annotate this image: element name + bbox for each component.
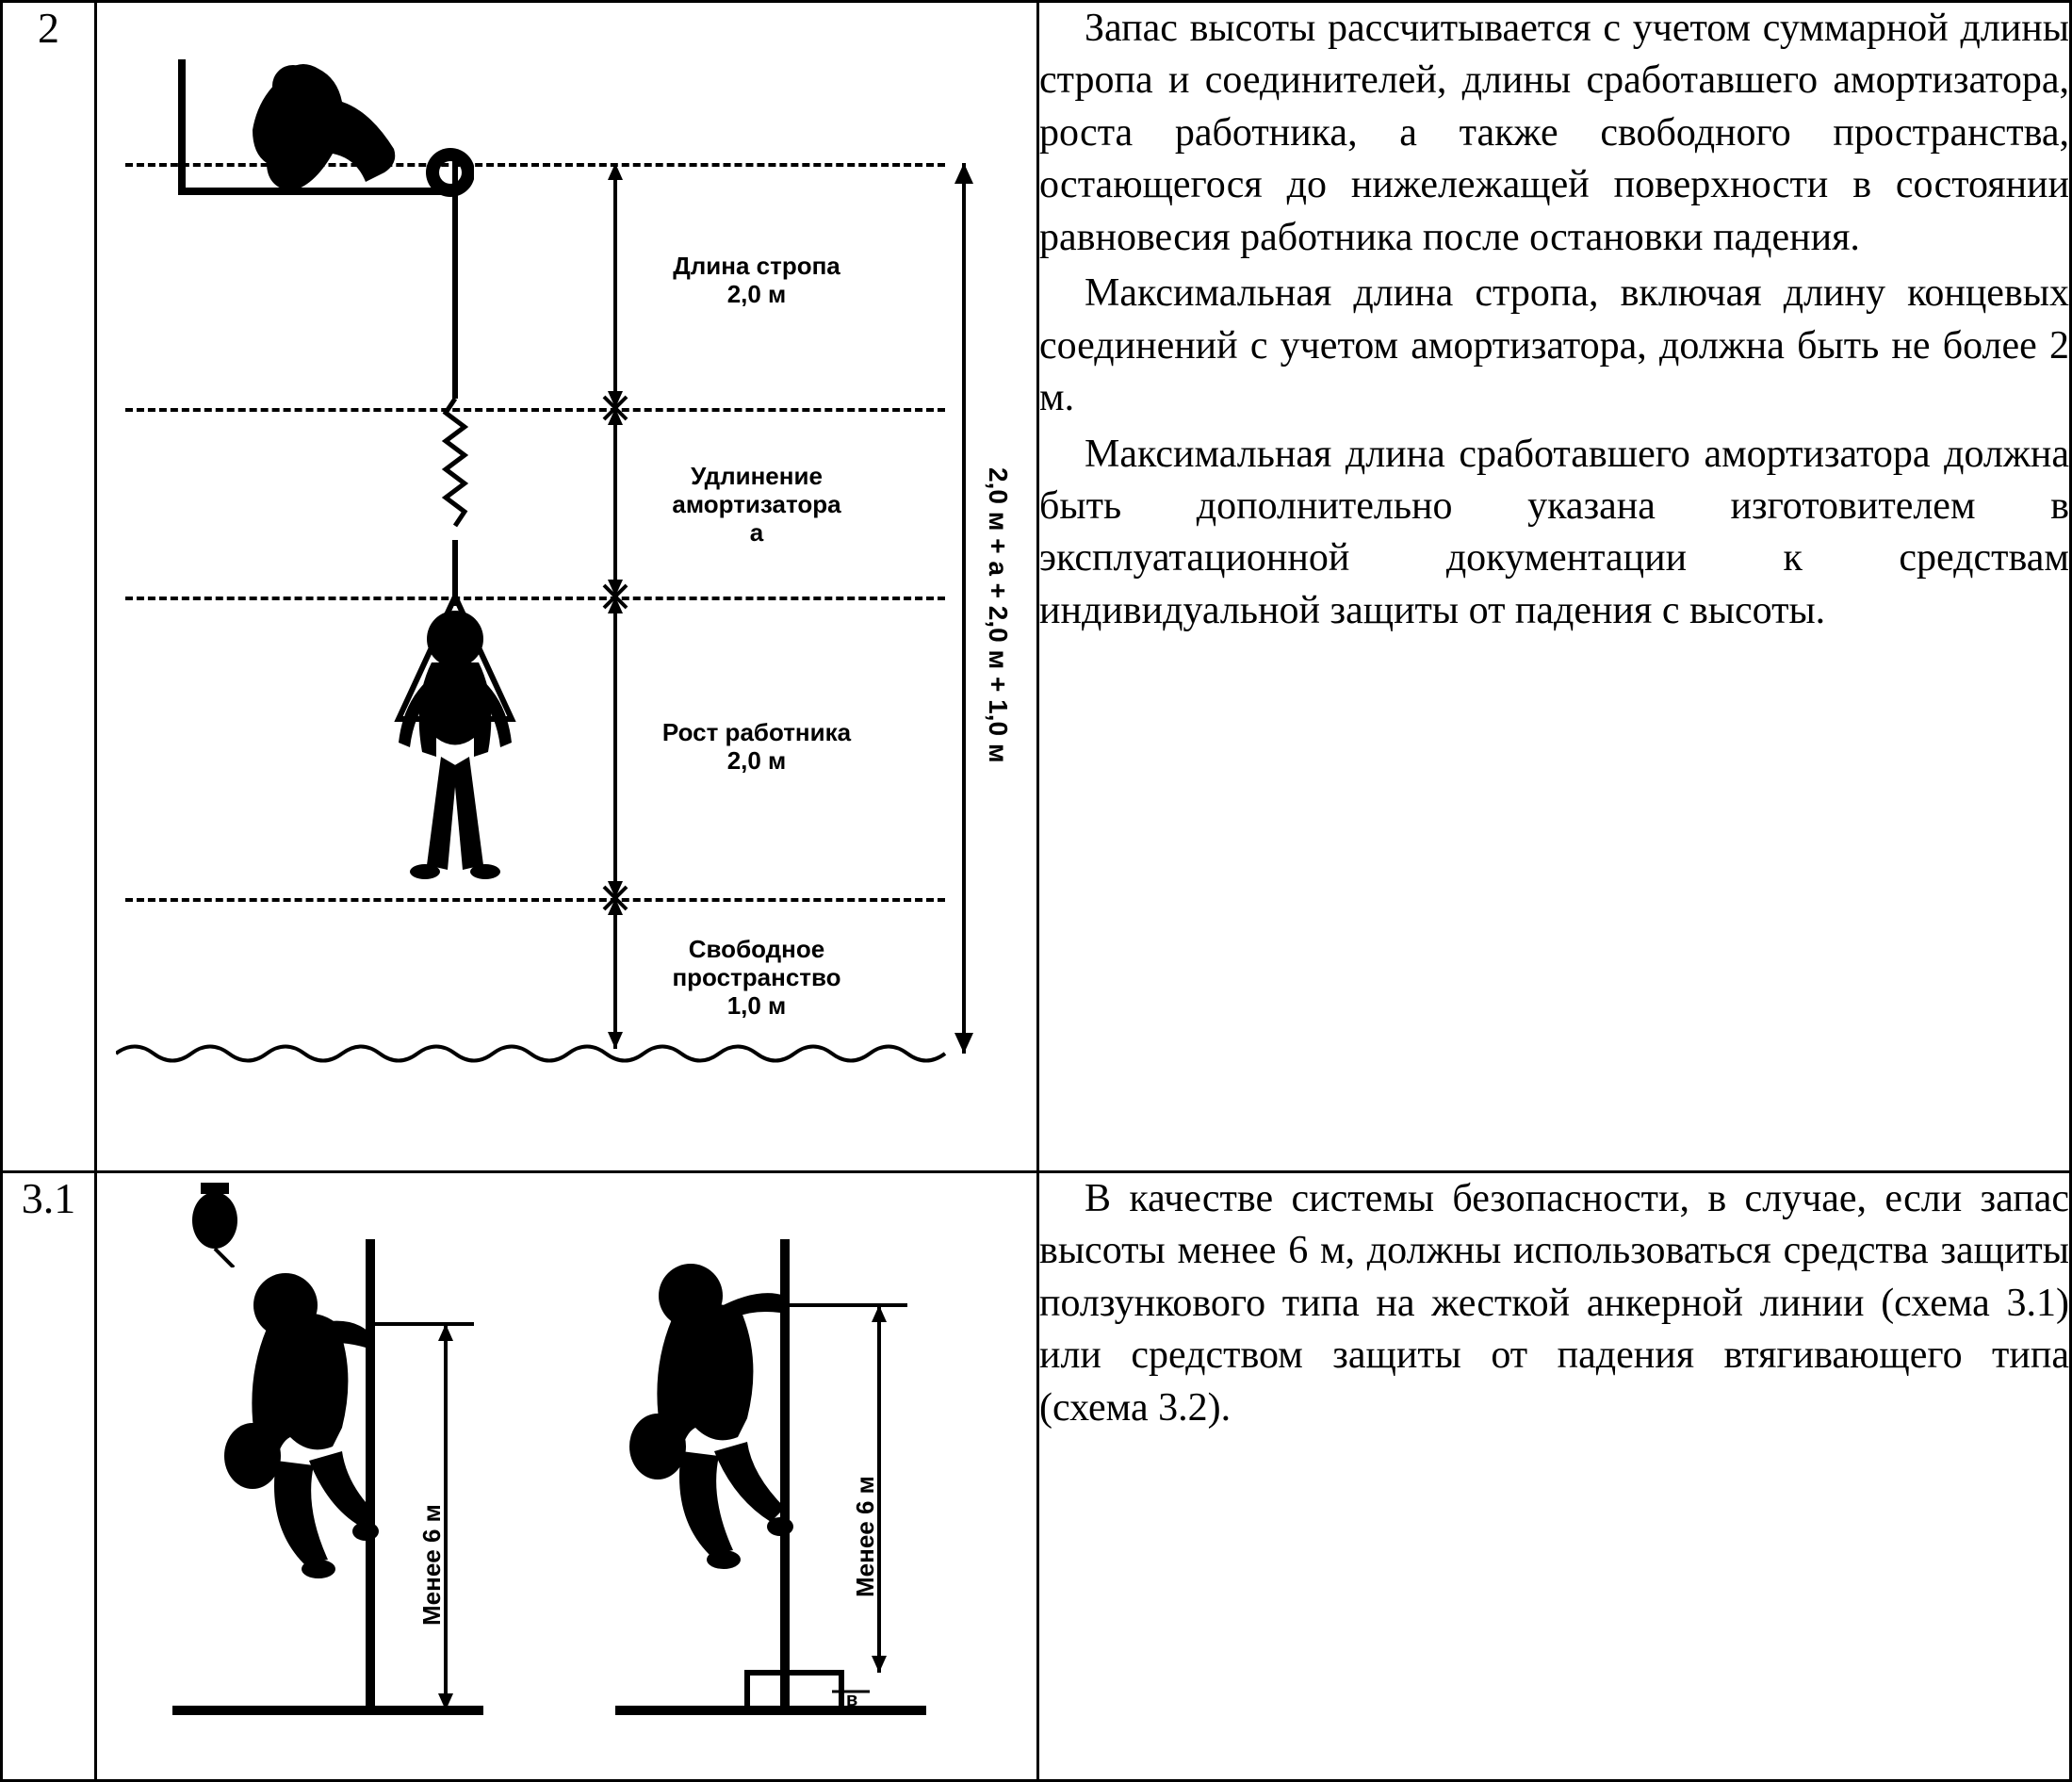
label-text: 1,0 м	[727, 991, 787, 1020]
height-label-left: Менее 6 м	[417, 1504, 447, 1626]
row-number: 2	[2, 2, 96, 1172]
desc-paragraph: В качестве системы безопасности, в случа…	[1039, 1173, 2069, 1434]
dash-line	[125, 408, 945, 412]
total-arrow-icon	[945, 163, 983, 1054]
segment-label-height: Рост работника 2,0 м	[644, 719, 870, 776]
desc-paragraph: Запас высоты рассчитывается с учетом сум…	[1039, 3, 2069, 264]
label-text: Рост работника	[662, 718, 851, 746]
page: 2	[0, 0, 2072, 1782]
climbers-diagram: Менее 6 м	[97, 1173, 1036, 1779]
dash-line	[125, 163, 945, 167]
label-text: Свободное	[689, 935, 824, 963]
desc-paragraph: Максимальная длина сработавшего амортиза…	[1039, 429, 2069, 638]
description-cell: В качестве системы безопасности, в случа…	[1038, 1171, 2071, 1780]
label-text: пространство	[672, 963, 840, 991]
dash-line	[125, 898, 945, 902]
label-text: Длина стропа	[673, 252, 840, 280]
segment-label-absorber: Удлинение амортизатора a	[644, 463, 870, 548]
label-text: амортизатора	[672, 490, 840, 518]
lanyard-icon	[441, 154, 469, 606]
label-text: a	[750, 518, 763, 547]
segment-label-lanyard: Длина стропа 2,0 м	[644, 253, 870, 309]
segment-label-clearance: Свободное пространство 1,0 м	[644, 936, 870, 1021]
height-label-right: Менее 6 м	[851, 1476, 880, 1597]
main-table: 2	[0, 0, 2072, 1782]
dash-line	[125, 597, 945, 600]
label-text: 2,0 м	[727, 746, 787, 775]
hanging-worker-icon	[351, 587, 559, 907]
segment-arrows-icon	[596, 163, 634, 1054]
description-cell: Запас высоты рассчитывается с учетом сум…	[1038, 2, 2071, 1172]
diagram-cell-fall-clearance: Длина стропа 2,0 м Удлинение амортизатор…	[96, 2, 1038, 1172]
total-label: 2,0 м + a + 2,0 м + 1,0 м	[983, 333, 1013, 898]
label-text: Удлинение	[691, 462, 823, 490]
kneeling-worker-icon	[172, 41, 474, 201]
row-number: 3.1	[2, 1171, 96, 1780]
ground-icon	[116, 1039, 964, 1068]
desc-paragraph: Максимальная длина стропа, включая длину…	[1039, 268, 2069, 424]
diagram-cell-climbers: Менее 6 м	[96, 1171, 1038, 1780]
fall-clearance-diagram: Длина стропа 2,0 м Удлинение амортизатор…	[97, 3, 1036, 1170]
label-text: 2,0 м	[727, 280, 787, 308]
table-row: 2	[2, 2, 2071, 1172]
table-row: 3.1	[2, 1171, 2071, 1780]
climber-left-icon	[172, 1239, 483, 1739]
svg-text:в: в	[846, 1690, 857, 1710]
